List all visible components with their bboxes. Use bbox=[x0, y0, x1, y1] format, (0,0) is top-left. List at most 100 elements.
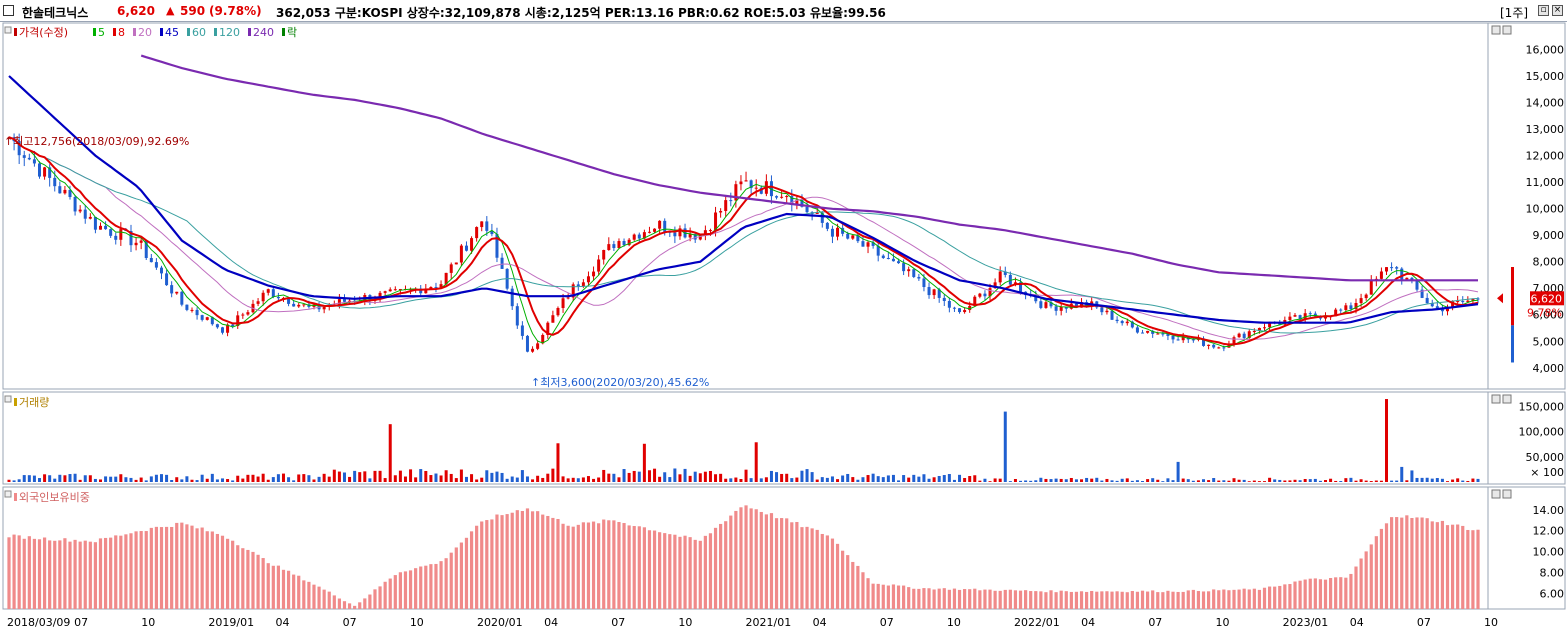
candle-body bbox=[703, 230, 707, 236]
foreign-bar bbox=[520, 511, 524, 609]
restore-icon[interactable]: ▫ bbox=[1538, 5, 1549, 16]
price-y-tick: 5,000 bbox=[1533, 335, 1565, 348]
foreign-bar bbox=[581, 522, 585, 609]
volume-bar bbox=[1471, 478, 1475, 482]
foreign-bar bbox=[109, 537, 113, 609]
panel-restore-icon[interactable] bbox=[1491, 489, 1501, 499]
candle-body bbox=[459, 245, 463, 263]
foreign-bar bbox=[58, 540, 62, 609]
x-axis-label: 04 bbox=[1081, 616, 1095, 629]
foreign-bar bbox=[103, 537, 108, 609]
foreign-bar bbox=[637, 526, 641, 609]
candle-body bbox=[1385, 267, 1389, 272]
candle-body bbox=[759, 187, 763, 194]
volume-bar bbox=[1313, 478, 1317, 482]
volume-bar bbox=[226, 479, 230, 482]
foreign-bar bbox=[434, 563, 438, 609]
candle-body bbox=[846, 233, 850, 239]
candle-body bbox=[1003, 271, 1007, 275]
foreign-bar bbox=[749, 508, 753, 609]
foreign-bar bbox=[1018, 590, 1023, 609]
volume-bar bbox=[1029, 480, 1033, 482]
candle-body bbox=[236, 315, 240, 326]
foreign-bar bbox=[1247, 589, 1251, 609]
volume-bar bbox=[17, 479, 21, 482]
legend-item: 60 bbox=[192, 26, 206, 39]
foreign-bar bbox=[1364, 551, 1368, 609]
candle-body bbox=[1456, 301, 1460, 303]
foreign-bar bbox=[886, 585, 890, 609]
candle-body bbox=[617, 241, 621, 249]
foreign-bar bbox=[500, 515, 504, 609]
foreign-bar bbox=[1278, 585, 1282, 609]
foreign-bar bbox=[1466, 529, 1470, 609]
candle-body bbox=[1202, 338, 1206, 346]
foreign-bar bbox=[475, 525, 479, 609]
candle-body bbox=[1303, 313, 1307, 320]
foreign-bar bbox=[1425, 518, 1429, 609]
x-axis-label: 07 bbox=[880, 616, 894, 629]
volume-bar bbox=[602, 469, 606, 482]
panel-close-icon[interactable] bbox=[1502, 25, 1512, 35]
foreign-bar bbox=[48, 540, 52, 609]
foreign-bar bbox=[815, 529, 819, 609]
legend-swatch bbox=[160, 28, 163, 36]
legend-swatch bbox=[133, 28, 136, 36]
candle-body bbox=[739, 181, 743, 185]
volume-bar bbox=[536, 475, 540, 482]
close-icon[interactable]: × bbox=[1552, 5, 1563, 16]
foreign-bar bbox=[246, 549, 250, 609]
candle-body bbox=[165, 273, 169, 286]
panel-menu-icon[interactable] bbox=[4, 26, 12, 34]
candle-body bbox=[210, 317, 214, 325]
price-y-tick: 14,000 bbox=[1526, 97, 1565, 110]
candle-body bbox=[561, 298, 565, 309]
foreign-bar bbox=[978, 590, 982, 609]
checkbox[interactable] bbox=[3, 5, 14, 16]
foreign-bar bbox=[947, 589, 951, 609]
volume-bar bbox=[1166, 478, 1170, 482]
foreign-bar bbox=[525, 508, 530, 609]
foreign-bar bbox=[556, 518, 560, 609]
foreign-bar bbox=[231, 540, 235, 609]
volume-bar bbox=[1074, 479, 1078, 482]
volume-bar bbox=[942, 475, 946, 482]
panel-close-icon[interactable] bbox=[1502, 489, 1512, 499]
candle-body bbox=[1425, 297, 1429, 304]
legend-item: 20 bbox=[138, 26, 152, 39]
volume-bar bbox=[592, 478, 596, 482]
candle-body bbox=[226, 324, 230, 333]
volume-bar bbox=[846, 473, 850, 482]
candle-body bbox=[1364, 294, 1368, 299]
foreign-bar bbox=[302, 580, 306, 609]
panel-restore-icon[interactable] bbox=[1491, 394, 1501, 404]
foreign-bar bbox=[1095, 591, 1099, 609]
volume-bar bbox=[246, 474, 250, 482]
candle-body bbox=[658, 220, 662, 229]
candle-body bbox=[292, 303, 296, 307]
volume-bar bbox=[1146, 479, 1150, 482]
volume-bar bbox=[261, 473, 265, 482]
volume-bar bbox=[383, 478, 387, 482]
candle-body bbox=[32, 159, 36, 164]
panel-menu-icon[interactable] bbox=[4, 395, 12, 403]
candle-body bbox=[139, 240, 143, 243]
volume-bar bbox=[287, 477, 291, 482]
foreign-bar bbox=[912, 588, 916, 609]
candle-body bbox=[1268, 321, 1272, 328]
volume-bar bbox=[932, 477, 936, 482]
volume-bar bbox=[876, 476, 880, 482]
foreign-bar bbox=[1191, 589, 1195, 609]
volume-bar bbox=[220, 478, 224, 482]
current-price-pointer bbox=[1497, 293, 1503, 304]
panel-restore-icon[interactable] bbox=[1491, 25, 1501, 35]
panel-close-icon[interactable] bbox=[1502, 394, 1512, 404]
period-selector[interactable]: [1주] bbox=[1500, 6, 1529, 20]
candle-body bbox=[1390, 267, 1394, 269]
candle-body bbox=[1313, 313, 1317, 317]
volume-bar bbox=[1420, 477, 1424, 482]
foreign-bar bbox=[617, 522, 621, 609]
volume-bar bbox=[1110, 480, 1114, 482]
panel-menu-icon[interactable] bbox=[4, 490, 12, 498]
foreign-bar bbox=[88, 541, 92, 609]
